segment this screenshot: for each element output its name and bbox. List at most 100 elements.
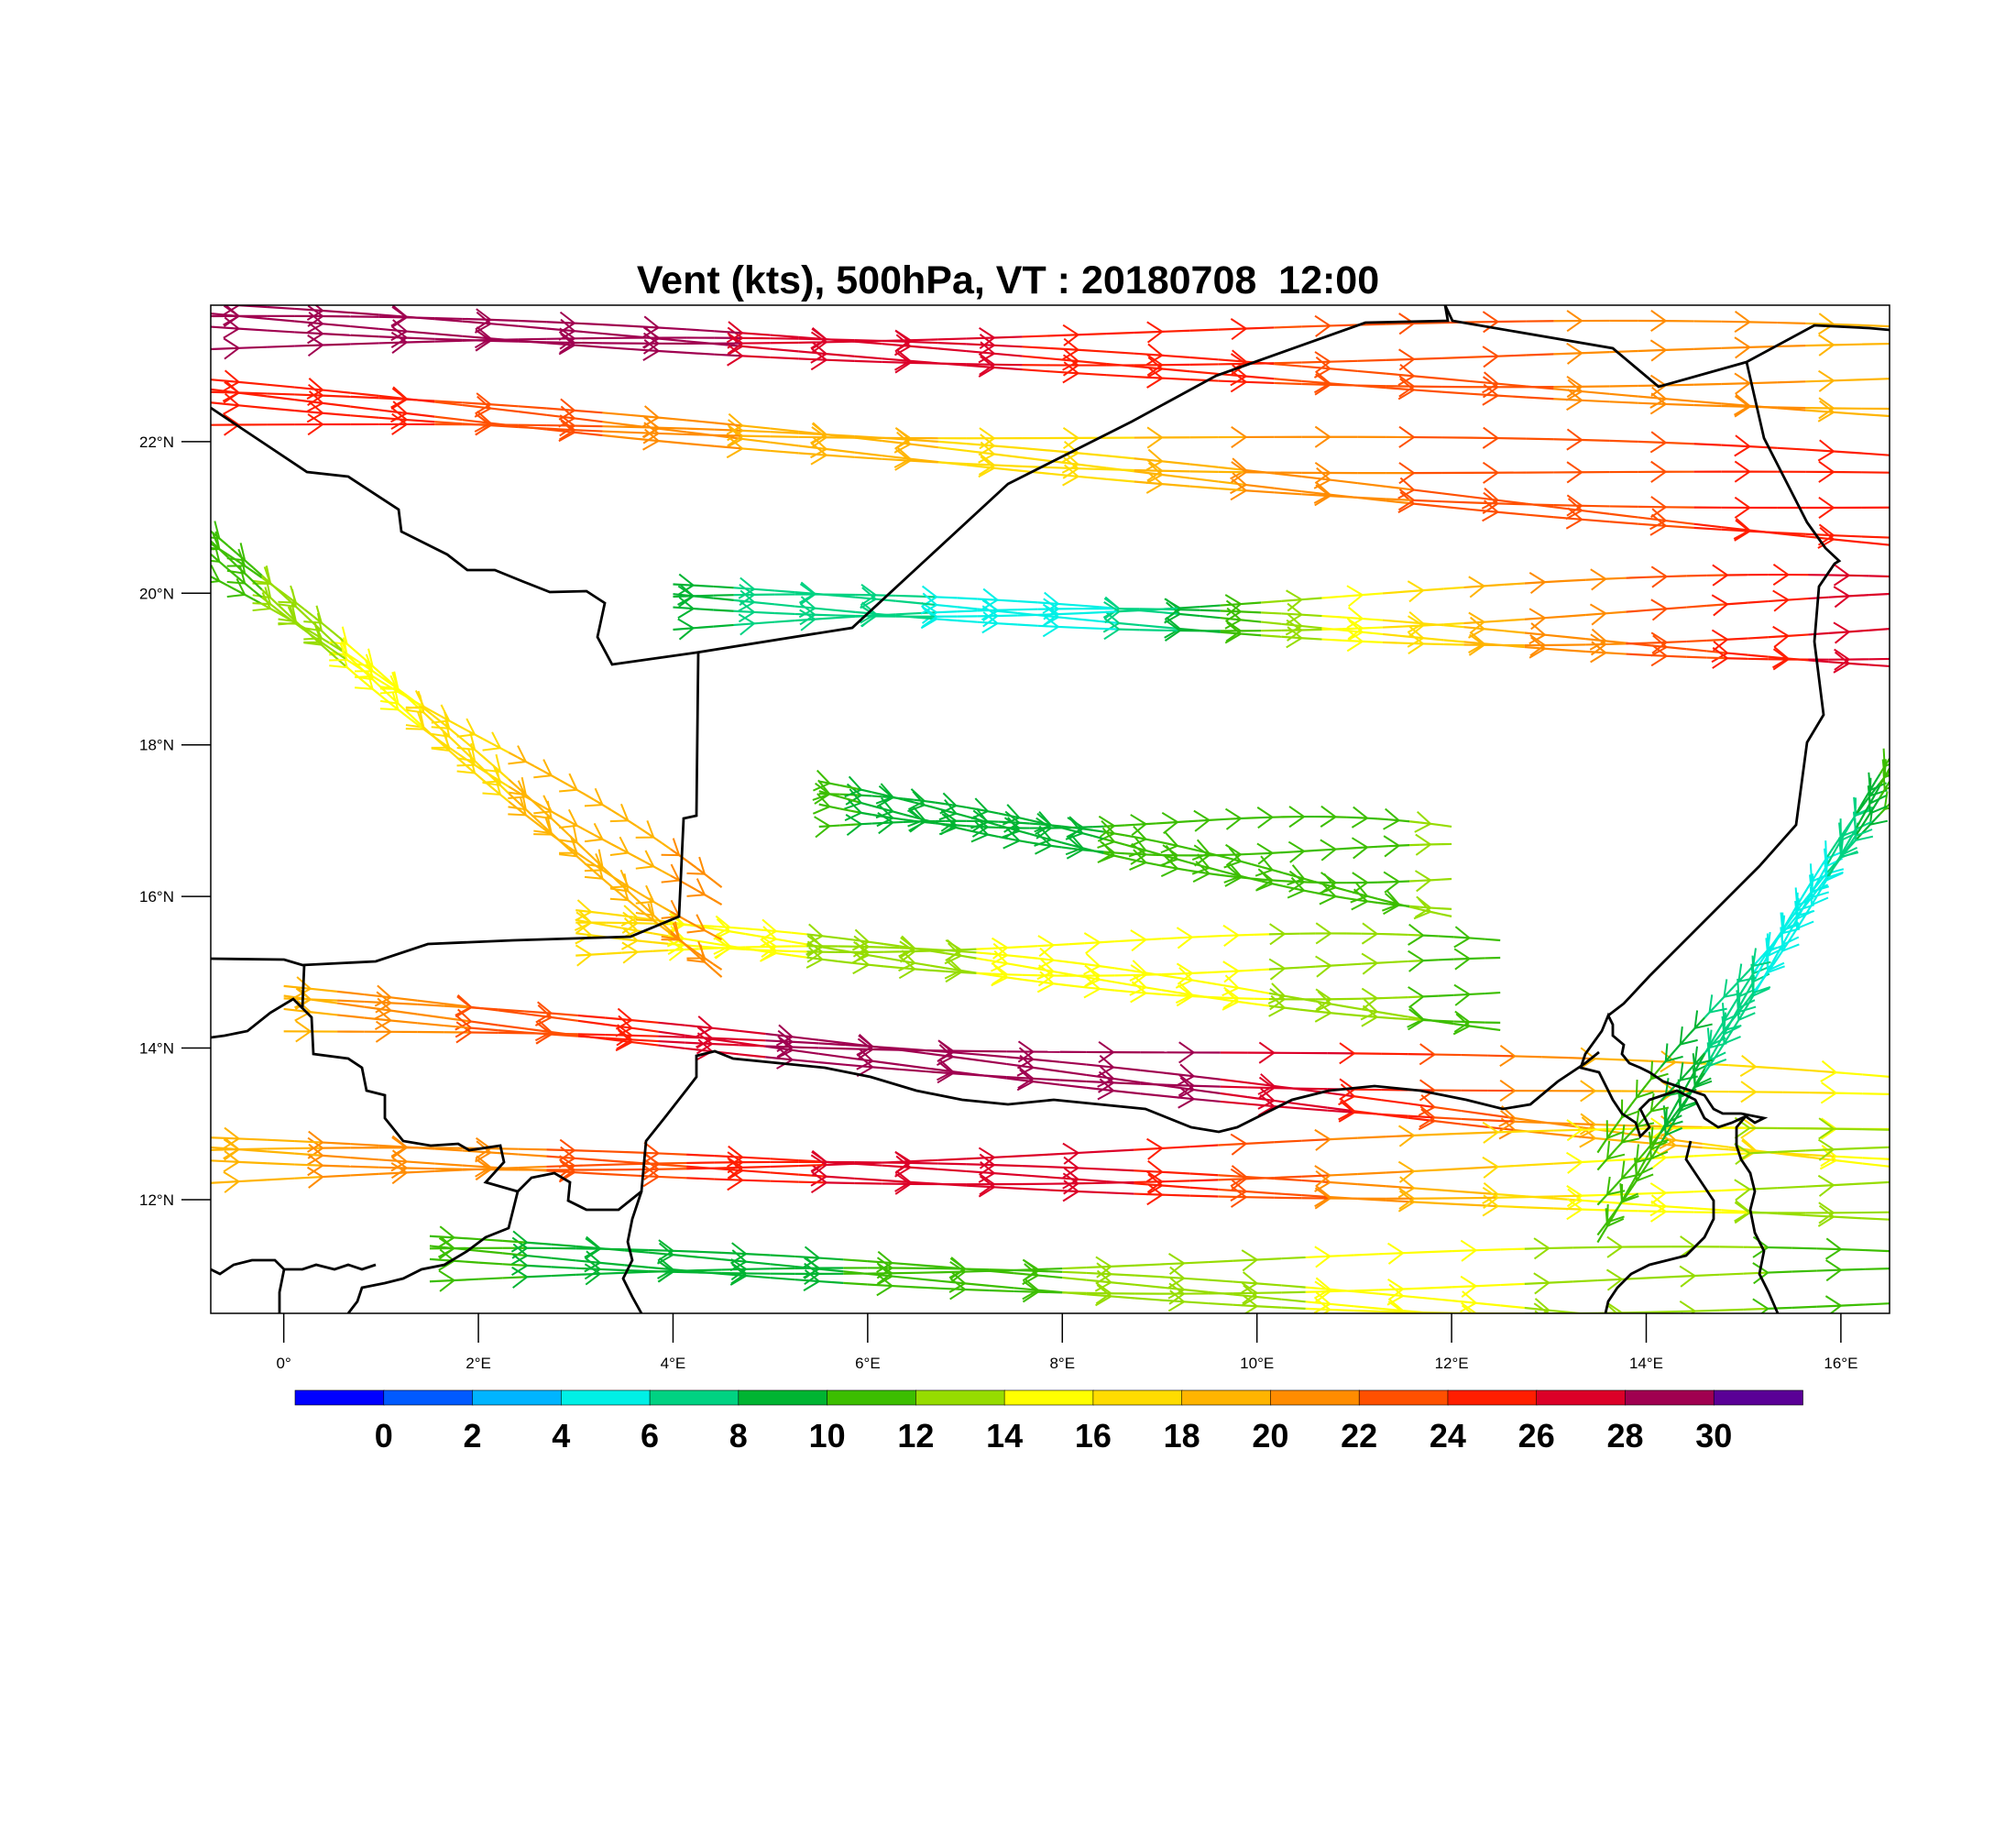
- streamline-segment: [977, 598, 998, 601]
- streamline-segment: [1699, 1052, 1706, 1059]
- streamline-segment: [1626, 576, 1647, 579]
- streamline-segment: [1017, 599, 1038, 604]
- wind-chevron: [559, 808, 579, 829]
- streamline-segment: [1526, 437, 1554, 441]
- streamline-segment: [1183, 1301, 1209, 1305]
- streamline-segment: [1188, 819, 1200, 823]
- streamline-segment: [673, 583, 694, 587]
- streamline-segment: [1413, 502, 1442, 508]
- streamline-segment: [1078, 360, 1107, 366]
- streamline-segment: [498, 1009, 525, 1015]
- streamline-segment: [1646, 641, 1667, 644]
- wind-chevron: [1398, 348, 1416, 371]
- streamline-segment: [658, 426, 687, 430]
- streamline-segment: [1376, 1010, 1393, 1015]
- streamline-segment: [1218, 1142, 1246, 1147]
- wind-chevron: [1825, 1326, 1841, 1346]
- streamline-segment: [1564, 635, 1586, 641]
- streamline-segment: [1140, 1092, 1167, 1098]
- streamline-segment: [929, 949, 946, 952]
- streamline-segment: [882, 360, 911, 364]
- streamline-segment: [1859, 811, 1867, 822]
- streamline-segment: [1013, 1268, 1038, 1272]
- wind-chevron: [657, 1257, 675, 1279]
- streamline-segment: [602, 430, 631, 434]
- streamline-segment: [1699, 1016, 1706, 1024]
- wind-chevron: [1224, 807, 1243, 830]
- streamline-segment: [1330, 1136, 1358, 1141]
- wind-chevron: [1258, 1041, 1276, 1064]
- streamline-segment: [910, 340, 938, 345]
- streamline-segment: [1245, 489, 1275, 494]
- streamline-segment: [574, 409, 603, 414]
- streamline-segment: [1256, 1257, 1282, 1261]
- streamline-segment: [518, 337, 547, 341]
- streamline-segment: [1828, 631, 1849, 634]
- streamline-segment: [1564, 613, 1586, 618]
- streamline-segment: [765, 1039, 793, 1043]
- streamline-segment: [686, 1177, 715, 1180]
- lon-tick-label: 0°: [277, 1355, 291, 1372]
- streamline-segment: [1189, 356, 1219, 361]
- streamline-segment: [792, 1059, 819, 1064]
- streamline-segment: [1833, 379, 1862, 382]
- streamline-segment: [1303, 889, 1315, 895]
- streamline-segment: [470, 1005, 499, 1012]
- streamline-segment: [1427, 1286, 1452, 1290]
- streamline-segment: [434, 316, 463, 321]
- streamline-segment: [1441, 877, 1452, 881]
- streamline-segment: [770, 334, 799, 338]
- streamline-segment: [575, 1272, 600, 1277]
- streamline-segment: [516, 790, 527, 798]
- streamline-segment: [631, 1038, 659, 1043]
- streamline-segment: [1183, 1289, 1209, 1293]
- wind-chevron: [405, 711, 425, 730]
- streamline-segment: [1452, 1315, 1476, 1317]
- streamline-segment: [937, 610, 958, 614]
- streamline-segment: [733, 622, 755, 627]
- streamline-segment: [546, 1148, 575, 1152]
- streamline-segment: [1786, 935, 1793, 945]
- streamline-segment: [630, 335, 659, 340]
- wind-chevron: [1810, 879, 1830, 899]
- streamline-segment: [585, 829, 595, 836]
- streamline-segment: [1218, 1195, 1246, 1199]
- wind-chevron: [1022, 1278, 1040, 1301]
- wind-chevron: [1339, 1078, 1356, 1101]
- wind-chevron: [223, 1137, 241, 1160]
- wind-chevron: [1408, 632, 1425, 655]
- streamline-segment: [406, 412, 435, 418]
- streamline-segment: [1189, 485, 1219, 490]
- streamline-segment: [1638, 401, 1666, 406]
- streamline-segment: [966, 806, 978, 811]
- streamline-segment: [1861, 535, 1890, 539]
- streamline-segment: [993, 466, 1023, 472]
- streamline-segment: [686, 945, 697, 953]
- wind-chevron: [661, 863, 681, 884]
- wind-chevron: [1146, 459, 1164, 482]
- wind-chevron: [1482, 1121, 1500, 1144]
- streamline-segment: [1272, 879, 1284, 883]
- streamline-segment: [1553, 352, 1583, 356]
- streamline-segment: [914, 819, 925, 824]
- wind-chevron: [1315, 922, 1332, 945]
- wind-chevron: [1679, 1265, 1697, 1288]
- streamline-segment: [1022, 456, 1051, 463]
- wind-chevron: [584, 1263, 602, 1286]
- streamline-segment: [527, 1241, 552, 1246]
- wind-chevron: [1314, 1128, 1332, 1151]
- streamline-segment: [1331, 963, 1347, 967]
- wind-chevron: [1414, 810, 1432, 833]
- streamline-segment: [1801, 903, 1808, 911]
- streamline-segment: [835, 614, 856, 618]
- streamline-segment: [1057, 625, 1079, 630]
- wind-chevron: [1097, 1065, 1115, 1088]
- streamline-segment: [685, 419, 715, 424]
- wind-chevron: [533, 817, 553, 836]
- streamline-segment: [1463, 585, 1485, 589]
- wind-chevron: [635, 820, 655, 839]
- wind-chevron: [329, 637, 348, 656]
- streamline-segment: [992, 960, 1008, 965]
- wind-chevron: [893, 446, 913, 468]
- streamline-segment: [1092, 829, 1104, 833]
